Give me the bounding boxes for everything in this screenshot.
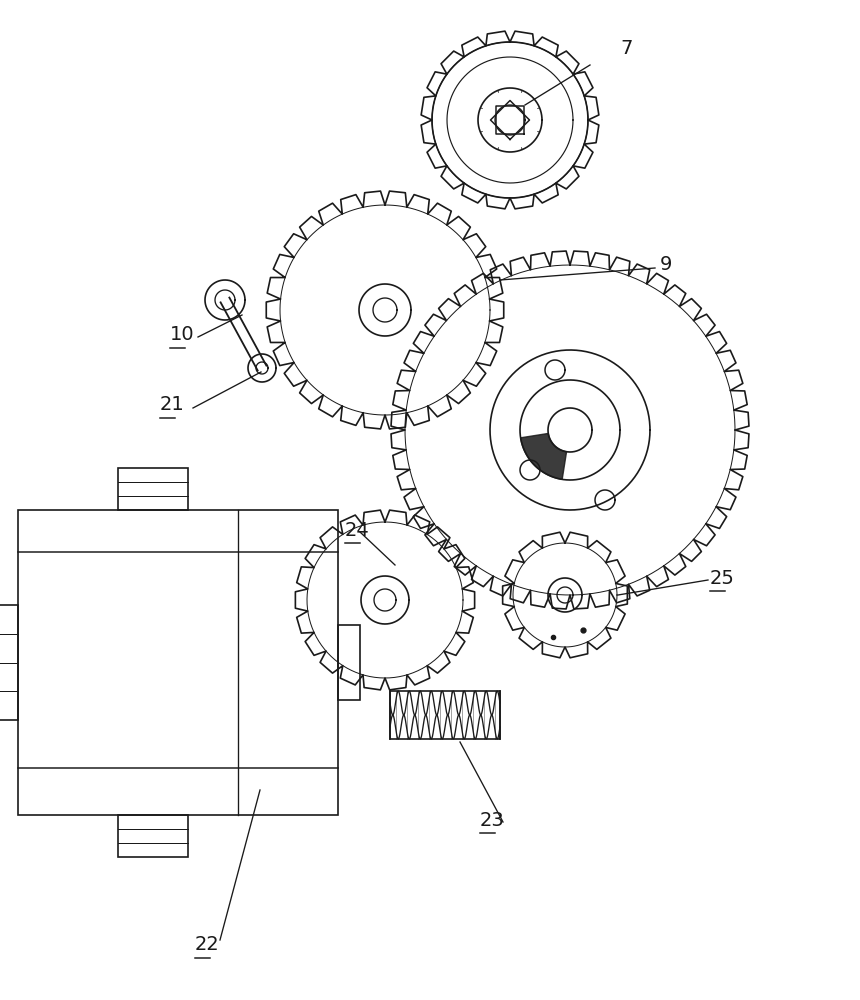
Bar — [0, 605, 18, 720]
Bar — [390, 691, 500, 739]
Text: 23: 23 — [480, 810, 505, 830]
Bar — [18, 510, 338, 815]
Bar — [118, 815, 188, 857]
Text: 21: 21 — [160, 395, 185, 414]
Bar — [338, 625, 360, 700]
Text: 25: 25 — [710, 568, 735, 587]
Bar — [118, 468, 188, 510]
Text: 22: 22 — [195, 936, 220, 954]
Polygon shape — [520, 433, 567, 479]
Text: 24: 24 — [345, 520, 370, 540]
Text: 10: 10 — [170, 326, 194, 344]
Text: 7: 7 — [620, 38, 632, 57]
Text: 9: 9 — [660, 255, 673, 274]
